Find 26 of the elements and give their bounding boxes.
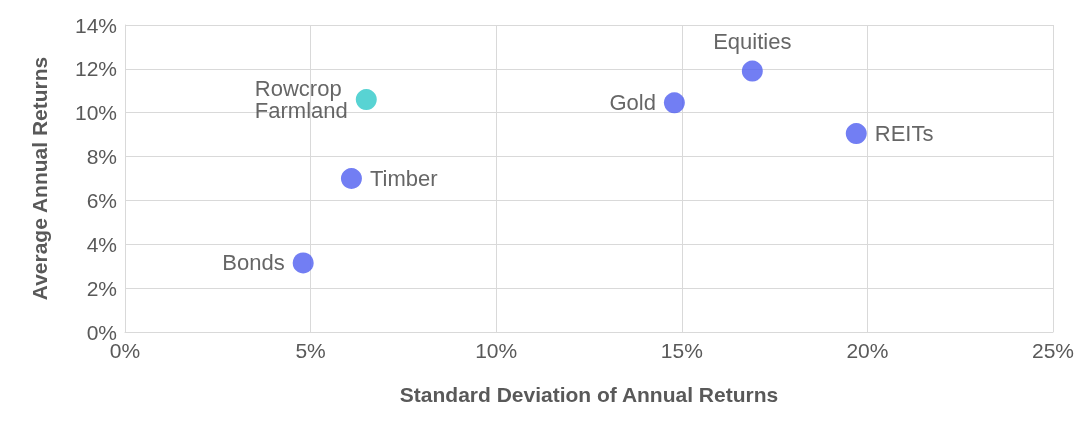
x-axis-title: Standard Deviation of Annual Returns [399, 383, 779, 406]
y-tick-label: 2% [86, 276, 117, 300]
y-tick-label: 12% [74, 57, 117, 81]
series-label: Equities [713, 29, 792, 55]
series-label: REITs [874, 121, 934, 147]
x-tick-label: 20% [846, 339, 889, 362]
y-tick-label: 14% [74, 13, 117, 37]
point [355, 89, 377, 111]
y-tick-label: 8% [86, 145, 117, 169]
y-tick-label: 6% [86, 188, 117, 212]
point [663, 92, 685, 114]
series-label: Gold [609, 90, 656, 116]
y-tick-label: 10% [74, 101, 117, 125]
y-tick-label: 4% [86, 232, 117, 256]
series-label: Bonds [222, 250, 285, 276]
x-tick-label: 10% [475, 339, 518, 362]
series-label: Rowcrop Farmland [254, 76, 348, 124]
point [741, 60, 763, 82]
y-axis-title: Average Annual Returns [28, 56, 51, 301]
point [340, 168, 362, 189]
x-tick-label: 5% [295, 339, 326, 362]
series-label: Timber [369, 166, 438, 191]
point [292, 252, 314, 274]
x-tick-label: 25% [1031, 339, 1075, 362]
point [845, 123, 867, 145]
x-tick-label: 15% [660, 339, 703, 362]
